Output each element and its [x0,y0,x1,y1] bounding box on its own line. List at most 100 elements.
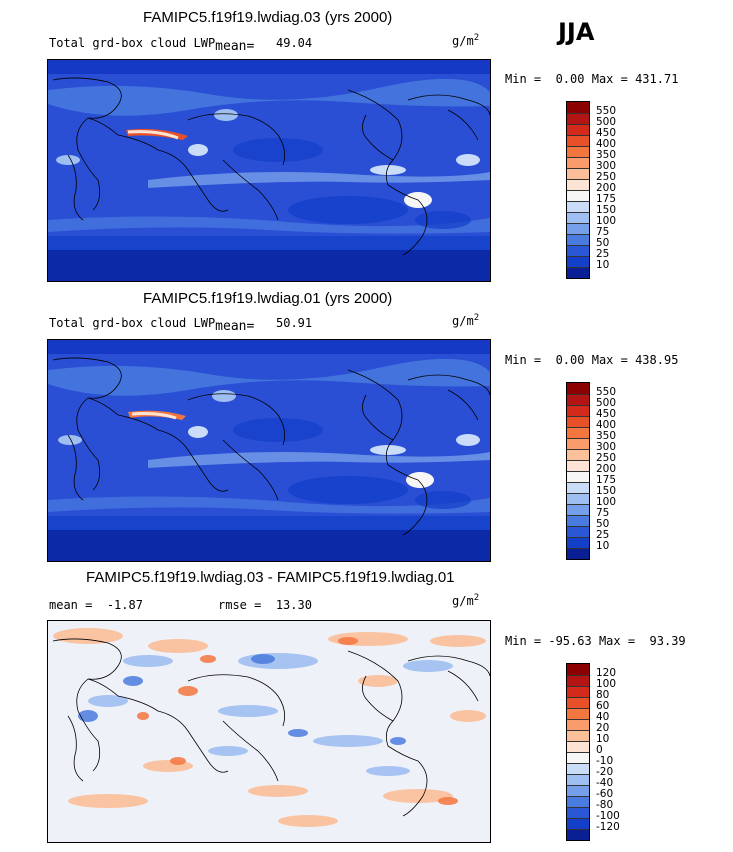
panel1-mean-value: 49.04 [276,36,313,50]
panel2-minmax: Min = 0.00 Max = 438.95 [505,353,679,367]
panel1-title: FAMIPC5.f19f19.lwdiag.03 (yrs 2000) [143,9,393,26]
colorbar-tick-label: 500 [596,116,617,128]
colorbar-swatch [567,383,589,394]
colorbar-tick-label: 175 [596,193,617,205]
colorbar-tick-label: 550 [596,105,617,117]
colorbar-tick-label: 400 [596,138,617,150]
colorbar-tick-label: 0 [596,744,603,756]
colorbar-tick-label: 250 [596,452,617,464]
colorbar-swatch [567,256,589,267]
colorbar-swatch [567,796,589,807]
panel1-colorbar-labels: 550 500 450 400 350 300 250 200 175 150 100 75 50 25 1… [596,106,636,286]
panel3-units: g/m2 [452,593,480,608]
panel2-mean-value: 50.91 [276,316,313,330]
colorbar-swatch [567,416,589,427]
colorbar-swatch [567,493,589,504]
panel1-variable-label: Total grd-box cloud LWPmean= 49.04 [49,36,313,54]
colorbar-tick-label: -20 [596,766,614,778]
colorbar-swatch [567,168,589,179]
colorbar-swatch [567,752,589,763]
colorbar-swatch [567,267,589,278]
colorbar-swatch [567,818,589,829]
colorbar-tick-label: 350 [596,430,617,442]
colorbar-swatch [567,675,589,686]
colorbar-swatch [567,807,589,818]
colorbar-swatch [567,719,589,730]
panel2-mean-label: mean= [215,319,255,334]
colorbar-swatch [567,763,589,774]
panel3-stats: mean = -1.87 [49,598,143,612]
colorbar-swatch [567,124,589,135]
colorbar-swatch [567,405,589,416]
colorbar-swatch [567,829,589,840]
colorbar-swatch [567,438,589,449]
colorbar-swatch [567,157,589,168]
panel3-map [47,620,491,843]
panel2-left-label: Total grd-box cloud LWP [49,316,216,330]
colorbar-tick-label: 10 [596,540,610,552]
colorbar-tick-label: 100 [596,215,617,227]
panel2-units: g/m2 [452,313,480,328]
colorbar-swatch [567,697,589,708]
colorbar-tick-label: 60 [596,700,610,712]
panel1-map-svg [48,60,490,281]
colorbar-tick-label: 150 [596,204,617,216]
panel1-max-value: 431.71 [635,72,679,86]
colorbar-tick-label: 75 [596,226,610,238]
colorbar-tick-label: 150 [596,485,617,497]
colorbar-swatch [567,515,589,526]
colorbar-tick-label: 100 [596,678,617,690]
panel3-colorbar [566,663,590,841]
colorbar-swatch [567,708,589,719]
colorbar-swatch [567,245,589,256]
panel1-min-value: 0.00 [555,72,585,86]
colorbar-swatch [567,526,589,537]
colorbar-tick-label: 175 [596,474,617,486]
panel1-units: g/m2 [452,33,480,48]
panel3-min-value: -95.63 [548,634,592,648]
panel2-colorbar-labels: 550 500 450 400 350 300 250 200 175 150 100 75 50 25 1… [596,387,636,567]
colorbar-tick-label: 80 [596,689,610,701]
panel2-map-svg [48,340,490,561]
colorbar-tick-label: -10 [596,755,614,767]
panel2-colorbar [566,382,590,560]
panel3-rmse-value: 13.30 [275,598,312,612]
colorbar-swatch [567,394,589,405]
colorbar-swatch [567,179,589,190]
colorbar-swatch [567,212,589,223]
panel1-colorbar [566,101,590,279]
colorbar-swatch [567,471,589,482]
panel3-colorbar-labels: 120 100 80 60 40 20 10 0 -10 -20 -40 -60 -80 -100 -120 [596,668,636,848]
colorbar-swatch [567,741,589,752]
colorbar-tick-label: -120 [596,821,620,833]
colorbar-tick-label: 550 [596,386,617,398]
panel2-min-value: 0.00 [555,353,585,367]
panel3-title: FAMIPC5.f19f19.lwdiag.03 - FAMIPC5.f19f1… [86,569,455,586]
panel2-max-value: 438.95 [635,353,679,367]
colorbar-swatch [567,449,589,460]
colorbar-swatch [567,730,589,741]
colorbar-tick-label: 100 [596,496,617,508]
colorbar-tick-label: 25 [596,529,610,541]
colorbar-tick-label: 10 [596,259,610,271]
panel3-minmax: Min = -95.63 Max = 93.39 [505,634,686,648]
panel1-minmax: Min = 0.00 Max = 431.71 [505,72,679,86]
panel1-left-label: Total grd-box cloud LWP [49,36,216,50]
panel2-variable-label: Total grd-box cloud LWPmean= 50.91 [49,316,313,334]
colorbar-tick-label: 120 [596,667,617,679]
panel3-mean-value: -1.87 [106,598,143,612]
panel1-map [47,59,491,282]
colorbar-tick-label: 75 [596,507,610,519]
colorbar-tick-label: 10 [596,733,610,745]
colorbar-tick-label: 450 [596,408,617,420]
colorbar-swatch [567,686,589,697]
colorbar-swatch [567,427,589,438]
colorbar-tick-label: -60 [596,788,614,800]
colorbar-tick-label: 250 [596,171,617,183]
panel3-map-svg [48,621,490,842]
colorbar-swatch [567,201,589,212]
panel2-title: FAMIPC5.f19f19.lwdiag.01 (yrs 2000) [143,290,393,307]
colorbar-swatch [567,664,589,675]
colorbar-tick-label: 50 [596,518,610,530]
colorbar-swatch [567,460,589,471]
